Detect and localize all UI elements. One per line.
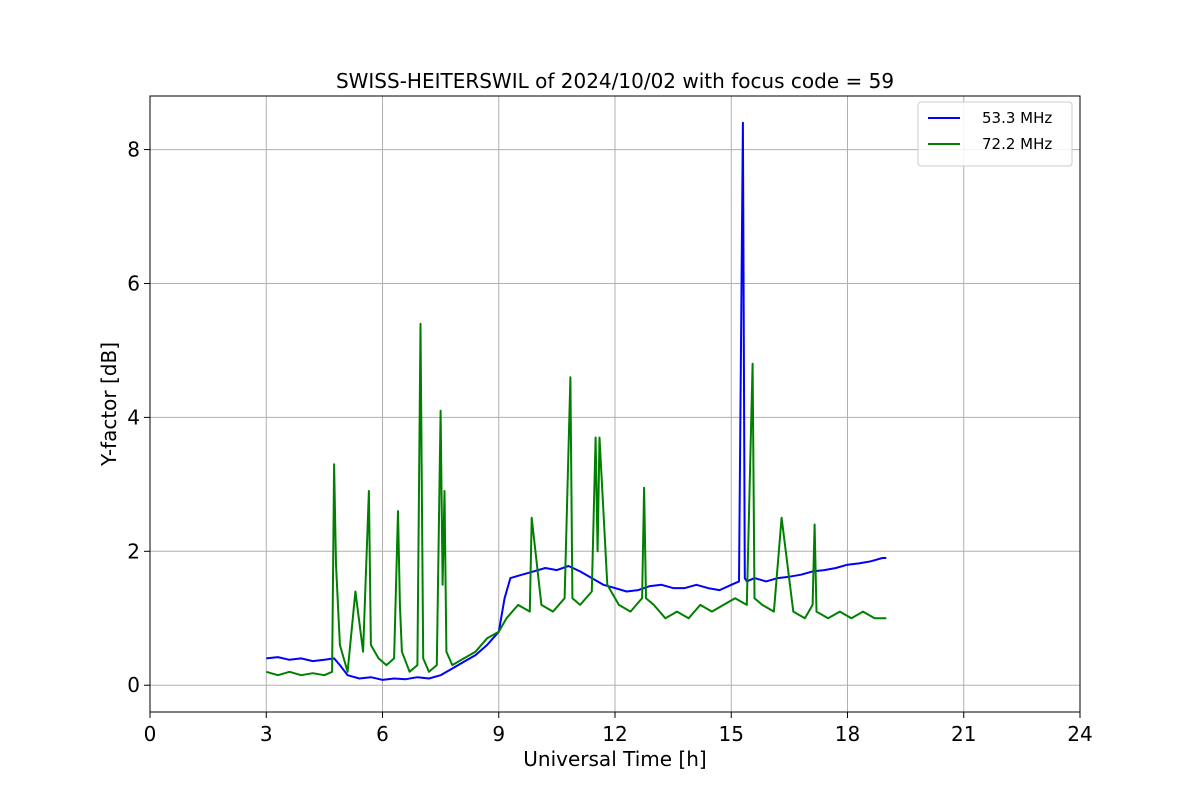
x-tick-label: 24	[1067, 722, 1092, 746]
legend: 53.3 MHz 72.2 MHz	[917, 101, 1073, 167]
y-tick-label: 8	[127, 138, 140, 162]
x-tick-label: 9	[492, 722, 505, 746]
series-line-2	[266, 322, 887, 677]
y-tick-label: 2	[127, 539, 140, 563]
y-tick-label: 0	[127, 673, 140, 697]
x-tick-label: 15	[719, 722, 744, 746]
series-line-1	[266, 121, 887, 681]
x-tick-label: 6	[376, 722, 389, 746]
series-layer	[266, 121, 887, 681]
x-tick-label: 12	[602, 722, 627, 746]
x-tick-label: 0	[144, 722, 157, 746]
y-tick-label: 4	[127, 405, 140, 429]
y-ticks: 0 2 4 6 8	[127, 138, 150, 697]
x-axis-label: Universal Time [h]	[523, 747, 706, 771]
legend-label: 72.2 MHz	[982, 135, 1052, 153]
legend-label: 53.3 MHz	[982, 109, 1052, 127]
chart-title: SWISS-HEITERSWIL of 2024/10/02 with focu…	[336, 69, 894, 93]
x-ticks: 0 3 6 9 12 15 18 21 24	[144, 712, 1093, 746]
y-axis-label: Y-factor [dB]	[97, 342, 121, 467]
y-tick-label: 6	[127, 271, 140, 295]
x-tick-label: 18	[835, 722, 860, 746]
x-tick-label: 3	[260, 722, 273, 746]
x-tick-label: 21	[951, 722, 976, 746]
